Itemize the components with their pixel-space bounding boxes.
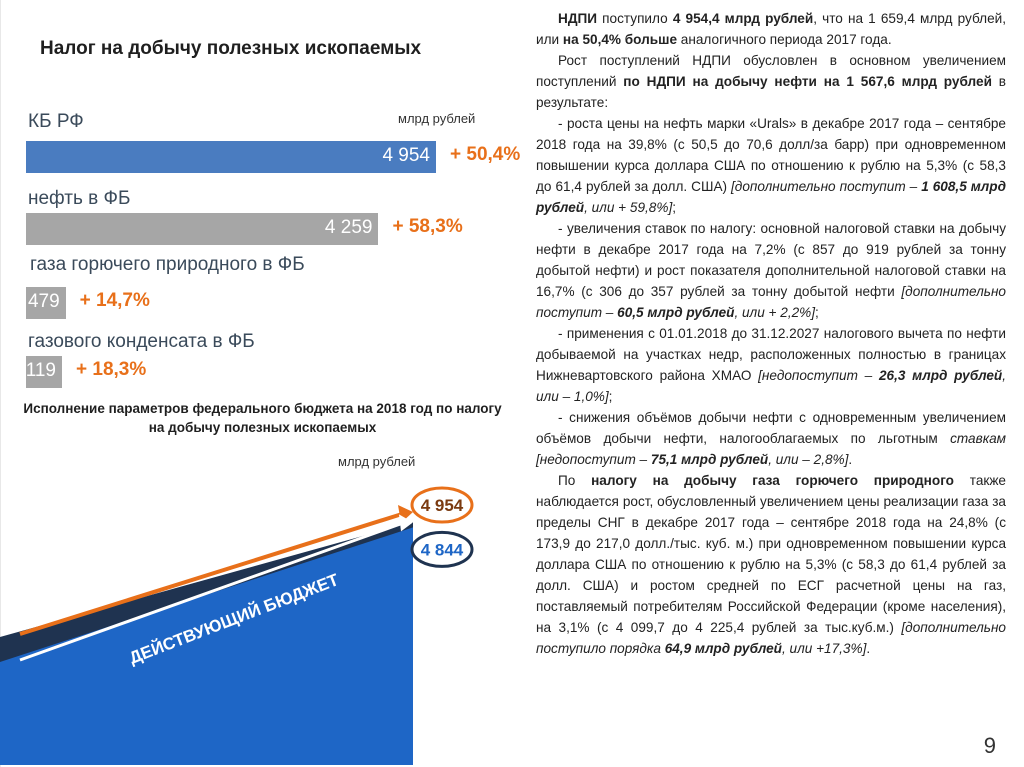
bar-growth-label: + 14,7%: [79, 290, 150, 311]
text-run: [дополнительно поступит –: [731, 179, 922, 194]
bar-category-label: газового конденсата в ФБ: [28, 331, 255, 352]
current-budget-arrow-line: [19, 521, 403, 662]
text-run: .: [866, 641, 871, 656]
bar-value-label: 479: [27, 291, 60, 312]
slide-title: Налог на добычу полезных ископаемых: [40, 38, 422, 59]
bar-value-label: 4 259: [324, 217, 373, 238]
text-run: .: [848, 452, 853, 467]
actual-revenue-value-label: 4 954: [421, 496, 464, 515]
text-run: - применения с 01.01.2018 до 31.12.2027 …: [536, 326, 1006, 383]
text-run: ставкам [недопоступит –: [536, 431, 1006, 467]
text-run: 60,5 млрд рублей: [617, 305, 735, 320]
commentary-paragraph: - снижения объёмов добычи нефти с одновр…: [536, 407, 1006, 470]
text-run: Рост поступлений НДПИ обусловлен в основ…: [536, 53, 1006, 89]
text-run: на 50,4% больше: [562, 32, 678, 47]
text-run: ;: [608, 389, 613, 404]
text-run: [недопоступит –: [758, 368, 879, 383]
commentary-paragraph: - применения с 01.01.2018 до 31.12.2027 …: [536, 323, 1006, 407]
text-run: НДПИ: [558, 11, 598, 26]
bar-category-label: газа горючего природного в ФБ: [30, 254, 305, 275]
text-run: , или – 1,0%]: [536, 368, 1006, 404]
commentary-paragraph: Рост поступлений НДПИ обусловлен в основ…: [536, 50, 1006, 113]
commentary-paragraph: - увеличения ставок по налогу: основной …: [536, 218, 1006, 323]
bar-value-label: 119: [25, 360, 56, 381]
text-run: По: [558, 473, 592, 488]
bar-growth-label: + 18,3%: [76, 359, 147, 380]
text-run: также наблюдается рост, обусловленный ув…: [536, 473, 1006, 635]
text-run: 1 608,5 млрд рублей: [536, 179, 1006, 215]
column-divider: [0, 0, 1, 767]
text-run: налогу на добычу газа горючего природног…: [591, 473, 954, 488]
text-run: , или +17,3%]: [781, 641, 867, 656]
page-number: 9: [983, 733, 996, 758]
text-run: в результате:: [536, 74, 1006, 110]
text-run: [дополнительно поступило порядка: [536, 620, 1006, 656]
commentary-paragraph: По налогу на добычу газа горючего природ…: [536, 470, 1006, 659]
commentary-paragraph: НДПИ поступило 4 954,4 млрд рублей, что …: [536, 8, 1006, 50]
text-run: [дополнительно поступит –: [536, 284, 1006, 320]
text-run: аналогичного периода 2017 года.: [677, 32, 892, 47]
text-run: 4 954,4 млрд рублей: [672, 11, 814, 26]
text-run: поступило: [597, 11, 673, 26]
bar-growth-label: + 50,4%: [450, 144, 521, 165]
actual-revenue-value-bubble: [410, 486, 474, 524]
bar-category-label: КБ РФ: [28, 111, 84, 132]
text-run: ;: [815, 305, 819, 320]
text-run: 64,9 млрд рублей: [664, 641, 782, 656]
text-run: - роста цены на нефть марки «Urals» в де…: [536, 116, 1006, 194]
area-chart-unit-label: млрд рублей: [338, 454, 416, 469]
text-run: , что на 1 659,4 млрд рублей, или: [536, 11, 1007, 47]
commentary-text: НДПИ поступило 4 954,4 млрд рублей, что …: [536, 8, 1006, 659]
bar: 4 259: [26, 213, 379, 245]
current-budget-arrowhead: [399, 514, 413, 532]
text-run: 26,3 млрд рублей: [878, 368, 1003, 383]
commentary-paragraph: - роста цены на нефть марки «Urals» в де…: [536, 113, 1006, 218]
text-run: по НДПИ на добычу нефти на 1 567,6 млрд …: [623, 74, 992, 89]
bar: 119: [26, 356, 62, 388]
text-run: - снижения объёмов добычи нефти с одновр…: [536, 410, 1006, 446]
area-chart-title: Исполнение параметров федерального бюдже…: [23, 401, 502, 435]
current-budget-value-bubble: [410, 530, 474, 568]
bars-unit-label: млрд рублей: [398, 111, 476, 126]
text-run: ;: [672, 200, 676, 215]
bar: 479: [26, 287, 66, 319]
actual-revenue-arrow-line: [19, 512, 403, 636]
bar-category-label: нефть в ФБ: [28, 188, 131, 209]
bar: 4 954: [26, 141, 436, 173]
budget-area-chart: ФАКТИЧЕСКИЕ ПОСТУПЛЕНИЯ ДЕЙСТВУЮЩИЙ БЮДЖ…: [0, 486, 474, 765]
current-budget-area: [0, 527, 413, 765]
text-run: , или – 2,8%]: [768, 452, 849, 467]
bar-value-label: 4 954: [382, 145, 430, 166]
bar-growth-label: + 58,3%: [392, 216, 463, 237]
current-budget-value-label: 4 844: [421, 540, 464, 559]
text-run: - увеличения ставок по налогу: основной …: [536, 221, 1006, 299]
text-run: , или + 2,2%]: [734, 305, 816, 320]
text-run: 75,1 млрд рублей: [650, 452, 769, 467]
text-run: , или + 59,8%]: [584, 200, 673, 215]
